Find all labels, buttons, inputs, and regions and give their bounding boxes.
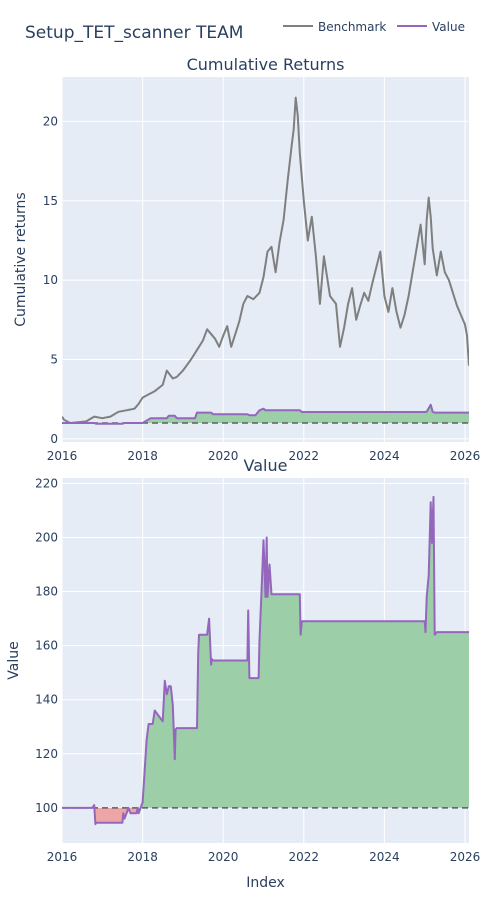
legend-item-benchmark[interactable]: Benchmark xyxy=(283,20,386,34)
cumulative-returns-x-tick-2022: 2022 xyxy=(289,449,320,463)
value-subplot-title: Value xyxy=(244,456,288,475)
cumulative-returns-series-value xyxy=(62,403,469,425)
legend[interactable]: Benchmark Value xyxy=(283,20,465,34)
value-x-tick-2020: 2020 xyxy=(208,850,239,864)
figure-title: Setup_TET_scanner TEAM xyxy=(25,23,243,43)
value-panel: 100 120 140 160 180 200 220 2016 2018 2020 2022 202… xyxy=(6,456,480,891)
cumulative-returns-y-tick-15: 15 xyxy=(43,194,58,208)
cumulative-returns-y-tick-0: 0 xyxy=(50,432,58,446)
cumulative-returns-subplot-title: Cumulative Returns xyxy=(187,55,345,74)
value-y-tick-100: 100 xyxy=(35,801,58,815)
value-x-axis-label: Index xyxy=(246,875,285,891)
value-y-tick-200: 200 xyxy=(35,530,58,544)
cumulative-returns-x-tick-2020: 2020 xyxy=(208,449,239,463)
value-x-tick-2016: 2016 xyxy=(47,850,78,864)
value-y-tick-160: 160 xyxy=(35,639,58,653)
legend-item-value[interactable]: Value xyxy=(397,20,465,34)
value-y-tick-220: 220 xyxy=(35,476,58,490)
cumulative-returns-gain-area xyxy=(142,404,469,423)
cumulative-returns-panel: 0 5 10 15 20 2016 2018 2020 2022 2024 2026 Cumulati… xyxy=(13,55,480,463)
cumulative-returns-x-tick-2016: 2016 xyxy=(47,449,78,463)
cumulative-returns-series-benchmark xyxy=(62,96,469,424)
value-x-tick-2022: 2022 xyxy=(289,850,320,864)
cumulative-returns-y-tick-20: 20 xyxy=(43,114,58,128)
value-y-axis-label: Value xyxy=(6,641,22,679)
legend-label-value: Value xyxy=(432,20,465,34)
cumulative-returns-x-tick-2018: 2018 xyxy=(127,449,158,463)
legend-label-benchmark: Benchmark xyxy=(318,20,386,34)
value-x-tick-2018: 2018 xyxy=(127,850,158,864)
cumulative-returns-y-axis-label: Cumulative returns xyxy=(13,192,29,326)
value-x-tick-2024: 2024 xyxy=(369,850,400,864)
cumulative-returns-x-tick-2026: 2026 xyxy=(450,449,481,463)
value-y-tick-120: 120 xyxy=(35,747,58,761)
cumulative-returns-x-tick-2024: 2024 xyxy=(369,449,400,463)
value-series-value xyxy=(62,495,469,826)
value-gain-area xyxy=(92,496,469,808)
cumulative-returns-y-tick-10: 10 xyxy=(43,273,58,287)
value-y-tick-180: 180 xyxy=(35,585,58,599)
value-x-tick-2026: 2026 xyxy=(450,850,481,864)
cumulative-returns-y-tick-5: 5 xyxy=(50,352,58,366)
value-y-tick-140: 140 xyxy=(35,693,58,707)
